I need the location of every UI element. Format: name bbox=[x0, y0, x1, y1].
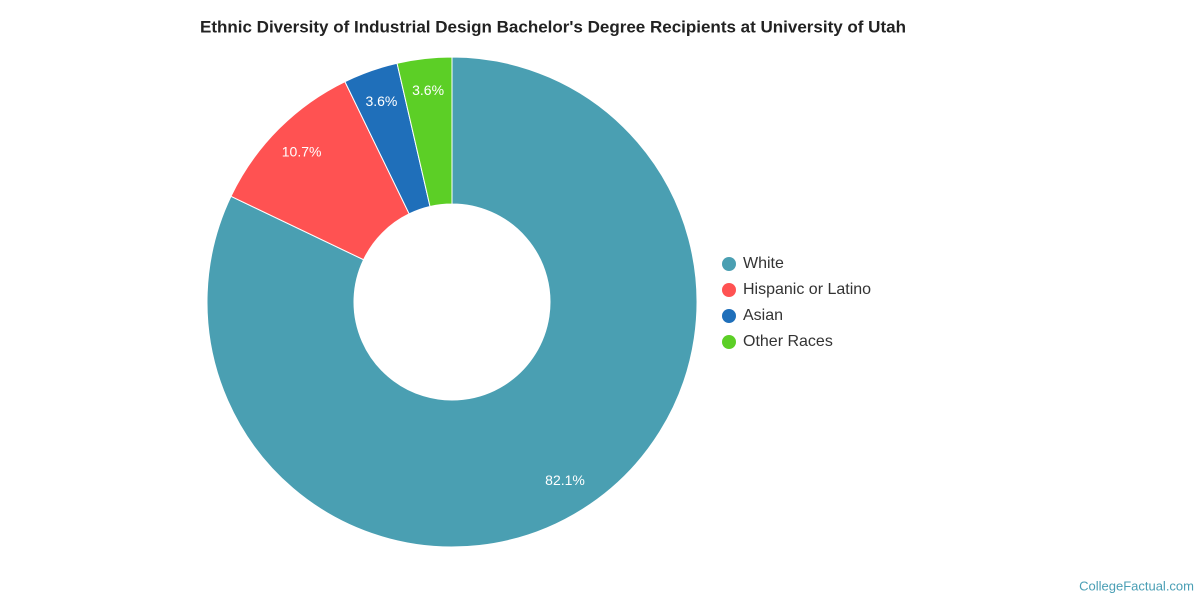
donut-slice bbox=[206, 56, 698, 548]
legend-label[interactable]: White bbox=[743, 255, 784, 272]
credit[interactable]: CollegeFactual.com bbox=[1079, 578, 1194, 593]
donut-slice bbox=[396, 56, 453, 208]
donut-slice bbox=[230, 80, 410, 261]
legend-label[interactable]: Hispanic or Latino bbox=[743, 281, 871, 298]
value-label: 10.7% bbox=[282, 143, 322, 159]
value-label: 82.1% bbox=[545, 472, 585, 488]
legend-label[interactable]: Other Races bbox=[743, 333, 833, 350]
legend-label[interactable]: Asian bbox=[743, 307, 783, 324]
legend-marker bbox=[722, 309, 736, 323]
chart-title: Ethnic Diversity of Industrial Design Ba… bbox=[200, 17, 906, 36]
value-label: 3.6% bbox=[365, 93, 397, 109]
value-label: 3.6% bbox=[412, 82, 444, 98]
legend-marker bbox=[722, 335, 736, 349]
legend-marker bbox=[722, 283, 736, 297]
legend-marker bbox=[722, 257, 736, 271]
